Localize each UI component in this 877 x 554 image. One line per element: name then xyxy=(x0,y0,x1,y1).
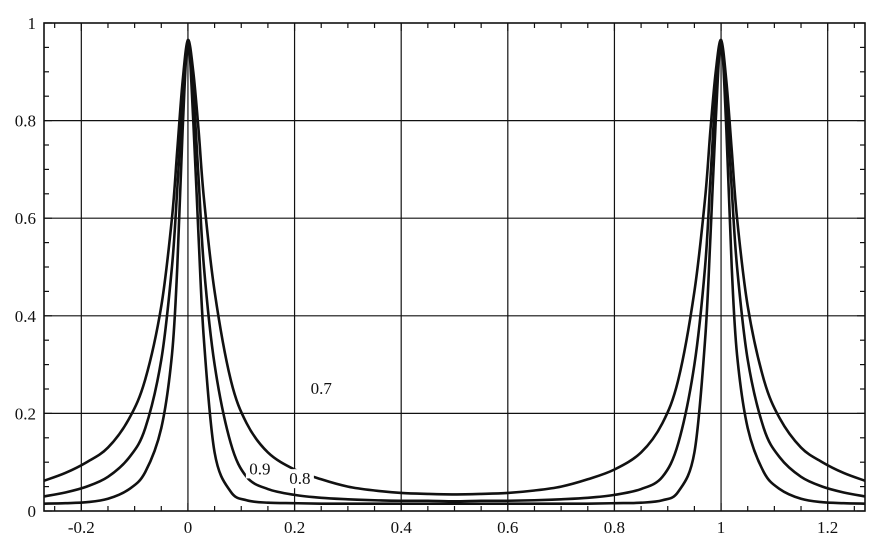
curve-label-background xyxy=(285,469,314,489)
y-tick-label: 0.4 xyxy=(15,307,37,326)
curve-0-9 xyxy=(43,38,866,506)
curve-label: 0.9 xyxy=(249,459,270,478)
y-tick-label: 0 xyxy=(28,502,37,521)
curves xyxy=(43,38,866,506)
y-tick-labels: 0 0.2 0.4 0.6 0.8 1 xyxy=(15,14,37,521)
x-tick-label: 0.2 xyxy=(284,518,305,537)
x-tick-label: 0.8 xyxy=(604,518,625,537)
y-tick-label: 0.6 xyxy=(15,209,36,228)
curve-0-8 xyxy=(43,38,866,503)
plot-frame xyxy=(43,22,866,512)
curve-label-background xyxy=(307,378,336,398)
x-tick-label: 0.6 xyxy=(497,518,518,537)
curve-labels: 0.7 0.9 0.8 xyxy=(245,378,336,489)
x-tick-label: 1.2 xyxy=(817,518,838,537)
curve-label-background xyxy=(245,459,274,479)
x-tick-label: 0.4 xyxy=(391,518,413,537)
x-tick-label: 1 xyxy=(717,518,726,537)
y-tick-label: 0.2 xyxy=(15,404,36,423)
x-tick-label: 0 xyxy=(184,518,193,537)
y-tick-label: 1 xyxy=(28,14,37,33)
y-tick-label: 0.8 xyxy=(15,112,36,131)
x-tick-labels: -0.2 0 0.2 0.4 0.6 0.8 1 1.2 xyxy=(68,518,838,537)
curve-label: 0.8 xyxy=(289,469,310,488)
x-tick-label: -0.2 xyxy=(68,518,95,537)
curve-label: 0.7 xyxy=(311,379,333,398)
curve-0-7 xyxy=(43,38,866,496)
